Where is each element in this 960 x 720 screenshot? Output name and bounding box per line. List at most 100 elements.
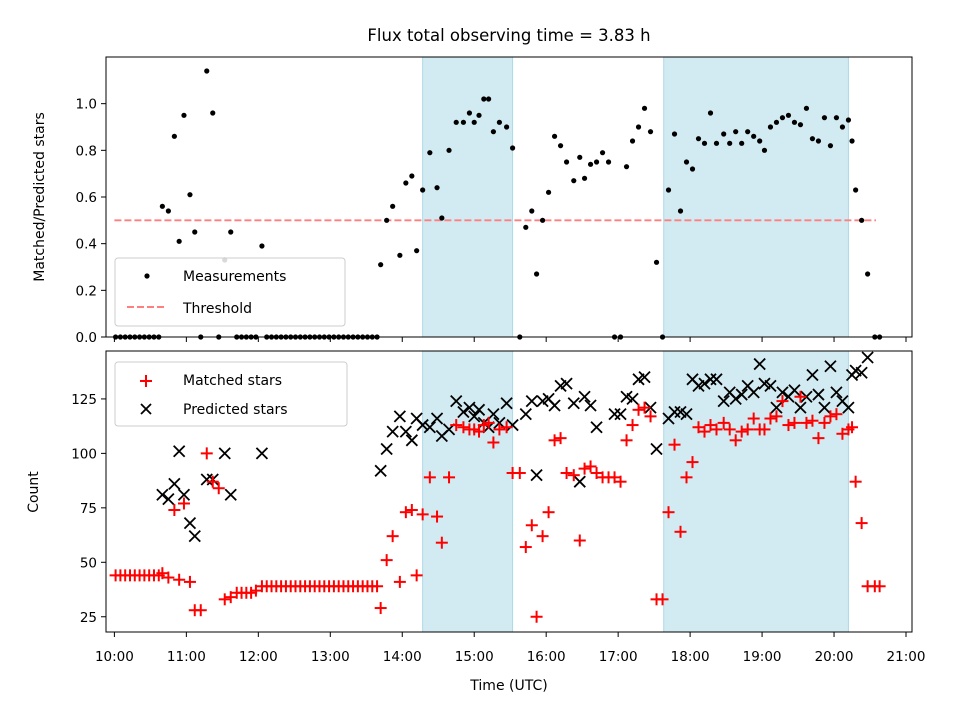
x-axis-label: Time (UTC) bbox=[469, 678, 547, 694]
top-y-tick-label: 0.2 bbox=[76, 283, 97, 299]
predicted-star-point bbox=[224, 488, 237, 501]
predicted-marker-stroke bbox=[530, 469, 543, 482]
measurement-point bbox=[509, 145, 516, 151]
matched-star-point bbox=[584, 460, 597, 473]
measurement-point bbox=[721, 131, 727, 137]
predicted-marker-stroke bbox=[255, 447, 269, 460]
measurement-point bbox=[751, 133, 757, 139]
predicted-marker-stroke bbox=[457, 405, 470, 419]
predicted-marker-stroke bbox=[430, 412, 444, 425]
predicted-marker-stroke bbox=[735, 388, 748, 401]
legend-predicted-marker bbox=[140, 403, 152, 415]
measurement-point bbox=[471, 119, 477, 125]
x-axis: 10:00 11:00 12:00 13:00 14:00 15:00 16:00 17:00… bbox=[95, 632, 925, 665]
predicted-marker-stroke bbox=[608, 408, 621, 421]
predicted-star-point bbox=[183, 516, 197, 530]
matched-star-point bbox=[567, 469, 580, 482]
legend-measurements-marker bbox=[144, 273, 150, 279]
predicted-marker-stroke bbox=[493, 416, 506, 430]
measurement-point bbox=[727, 140, 733, 146]
predicted-marker-stroke bbox=[626, 392, 639, 406]
matched-star-point bbox=[536, 530, 549, 543]
predicted-marker-stroke bbox=[386, 425, 399, 438]
measurement-point bbox=[629, 138, 636, 144]
measurement-point bbox=[839, 124, 846, 130]
predicted-star-point bbox=[463, 401, 476, 414]
matched-star-point bbox=[855, 517, 868, 530]
measurement-point bbox=[707, 110, 714, 116]
predicted-star-point bbox=[393, 410, 406, 423]
predicted-star-point bbox=[753, 357, 766, 371]
measurement-point bbox=[557, 143, 564, 149]
predicted-star-point bbox=[255, 447, 269, 460]
measurement-point bbox=[539, 217, 546, 223]
matched-star-point bbox=[824, 410, 837, 423]
predicted-marker-stroke bbox=[218, 447, 231, 460]
predicted-marker-stroke bbox=[674, 405, 687, 419]
predicted-star-point bbox=[525, 394, 538, 408]
predicted-star-point bbox=[457, 405, 470, 419]
measurement-point bbox=[785, 112, 792, 118]
predicted-star-point bbox=[168, 477, 181, 491]
predicted-star-point bbox=[824, 360, 837, 373]
predicted-star-point bbox=[729, 392, 742, 406]
measurement-point bbox=[809, 136, 816, 142]
predicted-star-point bbox=[506, 418, 519, 432]
legend-measurements-label: Measurements bbox=[183, 269, 286, 285]
predicted-star-point bbox=[218, 447, 231, 460]
predicted-marker-stroke bbox=[764, 379, 777, 392]
matched-star-point bbox=[800, 416, 813, 429]
matched-star-point bbox=[482, 416, 495, 429]
predicted-marker-stroke bbox=[741, 379, 754, 392]
measurement-point bbox=[533, 271, 540, 277]
predicted-marker-stroke bbox=[393, 410, 406, 423]
predicted-marker-stroke bbox=[818, 401, 831, 414]
predicted-star-point bbox=[519, 408, 532, 421]
predicted-marker-stroke bbox=[584, 399, 597, 412]
measurement-point bbox=[390, 203, 396, 209]
matched-star-point bbox=[542, 506, 555, 519]
bottom-legend-box bbox=[114, 361, 348, 427]
predicted-star-point bbox=[735, 388, 748, 401]
bottom-y-axis-label: Count bbox=[26, 471, 42, 513]
measurement-point bbox=[815, 138, 822, 144]
predicted-marker-stroke bbox=[567, 397, 580, 410]
matched-star-point bbox=[710, 423, 723, 436]
predicted-marker-stroke bbox=[573, 475, 586, 488]
matched-star-point bbox=[423, 471, 436, 484]
predicted-star-point bbox=[855, 366, 868, 379]
measurement-point bbox=[833, 115, 840, 121]
matched-star-point bbox=[782, 419, 795, 432]
matched-star-point bbox=[374, 602, 387, 615]
measurement-point bbox=[187, 192, 193, 198]
measurement-point bbox=[563, 159, 570, 165]
matched-star-point bbox=[614, 475, 627, 488]
predicted-marker-stroke bbox=[830, 386, 843, 399]
measurement-point bbox=[695, 136, 702, 142]
measurement-point bbox=[409, 173, 415, 179]
predicted-star-point bbox=[704, 373, 717, 386]
predicted-marker-stroke bbox=[590, 421, 603, 434]
predicted-star-point bbox=[188, 530, 201, 543]
matched-star-point bbox=[560, 466, 573, 479]
bottom-y-tick-label: 125 bbox=[71, 392, 97, 408]
predicted-marker-stroke bbox=[668, 405, 681, 419]
predicted-star-point bbox=[608, 408, 621, 421]
legend-matched-label: Matched stars bbox=[183, 373, 282, 389]
predicted-marker-stroke bbox=[500, 397, 513, 410]
matched-star-point bbox=[399, 506, 412, 519]
measurement-point bbox=[733, 129, 739, 135]
bottom-panel: 25 50 75 100 125 10:00 11:00 12:00 13:00 14:00 15… bbox=[26, 350, 925, 694]
predicted-star-point bbox=[399, 425, 412, 438]
matched-star-point bbox=[662, 506, 675, 519]
predicted-marker-stroke bbox=[173, 445, 186, 458]
predicted-marker-stroke bbox=[836, 394, 849, 408]
matched-star-point bbox=[846, 421, 859, 434]
matched-star-point bbox=[747, 412, 760, 425]
measurement-point bbox=[757, 138, 763, 144]
predicted-marker-stroke bbox=[638, 371, 651, 384]
predicted-marker-stroke bbox=[416, 418, 429, 432]
matched-star-point bbox=[764, 412, 777, 425]
measurement-point bbox=[378, 262, 384, 268]
matched-star-point bbox=[371, 580, 384, 593]
